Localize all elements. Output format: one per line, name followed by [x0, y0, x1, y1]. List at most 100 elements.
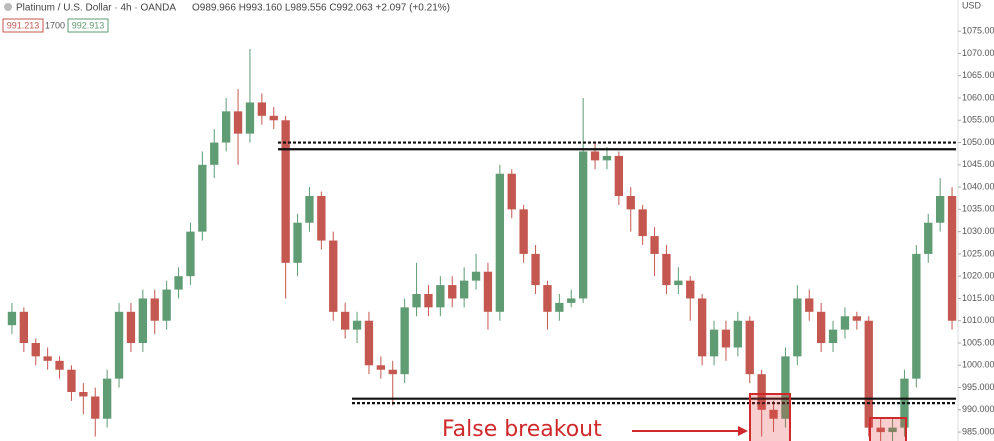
candle-body	[102, 378, 112, 419]
candle-body	[376, 365, 386, 370]
candle-body	[495, 173, 505, 312]
candle-body	[174, 276, 183, 290]
candle-body	[924, 222, 933, 254]
candle-body	[686, 280, 695, 299]
candle-body	[448, 285, 457, 299]
y-tick-label: 1060.000	[962, 92, 994, 102]
candle-body	[769, 409, 778, 419]
candle-body	[317, 196, 326, 241]
candle-body	[864, 320, 873, 428]
candle-body	[519, 209, 528, 254]
candle-body	[412, 294, 421, 308]
y-tick-label: 1070.000	[962, 48, 994, 58]
candle-body	[757, 374, 766, 410]
candle-body	[709, 329, 719, 357]
symbol-icon	[4, 3, 12, 11]
y-tick-label: 995.000	[962, 382, 994, 392]
candle-body	[114, 311, 124, 379]
candle-body	[150, 298, 159, 321]
candle-body	[198, 164, 207, 232]
candle-body	[233, 111, 243, 134]
candle-body	[555, 302, 564, 312]
candle-body	[912, 253, 921, 379]
candle-body	[567, 298, 576, 303]
candle-body	[531, 253, 540, 286]
candle-body	[293, 222, 302, 263]
y-tick-label: 1040.000	[962, 181, 994, 191]
buy-box[interactable]	[67, 18, 109, 33]
candle-body	[19, 311, 29, 343]
y-tick-label: 1050.000	[962, 137, 994, 147]
candle-body	[67, 369, 76, 392]
y-tick-label: 1010.000	[962, 315, 994, 325]
y-tick-label: 1065.000	[962, 70, 994, 80]
candle-body	[852, 316, 862, 321]
candle-body	[662, 253, 671, 286]
candle-body	[590, 151, 600, 161]
candle-body	[388, 369, 397, 375]
spread: 1700	[45, 20, 65, 30]
candle-body	[697, 298, 707, 357]
candle-body	[31, 343, 40, 357]
candle-body	[138, 298, 148, 343]
candle-body	[674, 280, 683, 286]
candle-body	[840, 316, 850, 330]
candle-body	[471, 271, 481, 281]
sell-price[interactable]: 991.213	[7, 20, 40, 30]
candle-body	[364, 320, 374, 366]
candle-body	[888, 427, 897, 433]
candle-body	[91, 396, 100, 419]
candle-body	[221, 111, 231, 143]
candle-body	[210, 142, 219, 165]
candle-body	[329, 240, 338, 312]
y-tick-label: 1020.000	[962, 271, 994, 281]
candle-body	[947, 196, 957, 321]
quote: O989.966 H993.160 L989.556 C992.063 +2.0…	[192, 3, 450, 14]
candle-body	[459, 280, 469, 299]
y-tick-label: 990.000	[962, 404, 994, 414]
candle-body	[876, 427, 885, 433]
candle-body	[781, 356, 790, 419]
candle-body	[483, 271, 493, 312]
candle-body	[650, 236, 659, 254]
candle-body	[935, 196, 945, 223]
candle-body	[305, 196, 314, 223]
candle-body	[424, 294, 433, 308]
candle-body	[816, 311, 826, 343]
candle-body	[269, 115, 278, 121]
candle-body	[507, 173, 516, 210]
candle-body	[257, 102, 267, 116]
buy-price[interactable]: 992.913	[72, 20, 105, 30]
arrow-head	[738, 426, 748, 436]
candle-body	[352, 320, 362, 330]
annotation: False breakout	[442, 417, 602, 441]
candle-body	[79, 392, 88, 397]
candle-body	[436, 285, 445, 308]
candle-body	[7, 311, 17, 326]
candle-body	[162, 289, 171, 321]
candle-body	[602, 155, 612, 161]
y-tick-label: 1035.000	[962, 204, 994, 214]
candle-body	[281, 120, 290, 263]
y-tick-label: 1030.000	[962, 226, 994, 236]
candle-body	[733, 320, 743, 348]
candle-body	[805, 298, 814, 312]
y-tick-label: 1025.000	[962, 248, 994, 258]
candle-body	[43, 356, 52, 361]
candle-body	[400, 307, 409, 375]
candle-body	[186, 231, 195, 277]
currency: USD	[962, 0, 982, 10]
candle-body	[745, 320, 754, 375]
y-tick-label: 1045.000	[962, 159, 994, 169]
y-tick-label: 1075.000	[962, 26, 994, 36]
sell-box[interactable]	[2, 18, 44, 33]
candle-body	[340, 311, 350, 330]
y-tick-label: 1015.000	[962, 293, 994, 303]
candle-body	[638, 209, 647, 237]
candle-body	[126, 311, 136, 343]
chart-title: Platinum / U.S. Dollar · 4h · OANDA	[16, 3, 176, 14]
candle-body	[543, 285, 552, 312]
candle-body	[245, 102, 255, 134]
candle-body	[828, 329, 838, 343]
